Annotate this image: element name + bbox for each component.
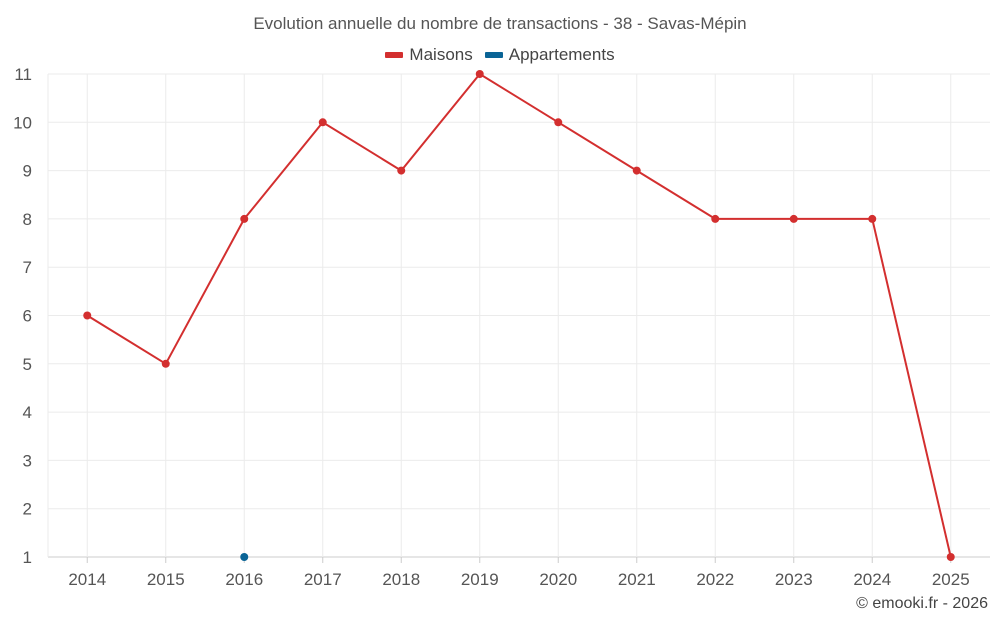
x-tick-label: 2024 <box>853 570 891 589</box>
data-point-maisons <box>475 70 484 78</box>
x-tick-label: 2017 <box>304 570 342 589</box>
x-tick-label: 2014 <box>68 570 106 589</box>
data-point-maisons <box>632 166 641 175</box>
legend: Maisons Appartements <box>0 45 1000 65</box>
legend-swatch-appartements <box>484 52 503 58</box>
series-line-maisons <box>86 73 952 558</box>
x-tick-label: 2021 <box>618 570 656 589</box>
chart-title: Evolution annuelle du nombre de transact… <box>253 14 747 33</box>
x-tick-label: 2020 <box>539 570 577 589</box>
data-point-maisons <box>397 166 406 175</box>
x-tick-label: 2023 <box>775 570 813 589</box>
x-tick-label: 2019 <box>461 570 499 589</box>
data-point-maisons <box>240 214 249 223</box>
data-point-maisons <box>946 553 955 561</box>
axes: 1 2 3 4 5 6 7 8 9 10 11 2014 2015 2016 2017 2018 2019 202… <box>13 65 970 589</box>
data-point-maisons <box>83 311 92 320</box>
data-point-maisons <box>789 214 798 223</box>
y-tick-label: 3 <box>23 451 32 470</box>
legend-swatch-maisons <box>385 52 404 58</box>
y-tick-label: 6 <box>23 307 32 326</box>
y-tick-label: 10 <box>13 113 32 132</box>
data-point-maisons <box>318 118 327 127</box>
data-point-maisons <box>161 359 170 368</box>
copyright-text: © emooki.fr - 2026 <box>856 595 988 612</box>
y-tick-label: 9 <box>23 162 32 181</box>
y-tick-label: 8 <box>23 210 32 229</box>
series-layer <box>83 70 955 561</box>
legend-item-maisons[interactable]: Maisons <box>385 45 473 65</box>
x-tick-label: 2022 <box>696 570 734 589</box>
x-tick-label: 2015 <box>147 570 185 589</box>
y-tick-label: 4 <box>23 403 32 422</box>
y-tick-label: 1 <box>23 548 32 567</box>
data-point-maisons <box>868 214 877 223</box>
x-tick-label: 2018 <box>382 570 420 589</box>
y-tick-label: 5 <box>23 355 32 374</box>
y-tick-label: 2 <box>23 500 32 519</box>
y-tick-label: 7 <box>23 258 32 277</box>
legend-label-maisons: Maisons <box>409 45 473 64</box>
x-tick-label: 2025 <box>932 570 970 589</box>
y-tick-label: 11 <box>14 65 32 84</box>
data-point-maisons <box>554 118 563 127</box>
x-tick-label: 2016 <box>225 570 263 589</box>
grid <box>47 73 990 558</box>
legend-item-appartements[interactable]: Appartements <box>484 45 615 65</box>
data-point-appartements <box>240 553 249 561</box>
data-point-maisons <box>711 214 720 223</box>
legend-label-appartements: Appartements <box>508 45 615 64</box>
